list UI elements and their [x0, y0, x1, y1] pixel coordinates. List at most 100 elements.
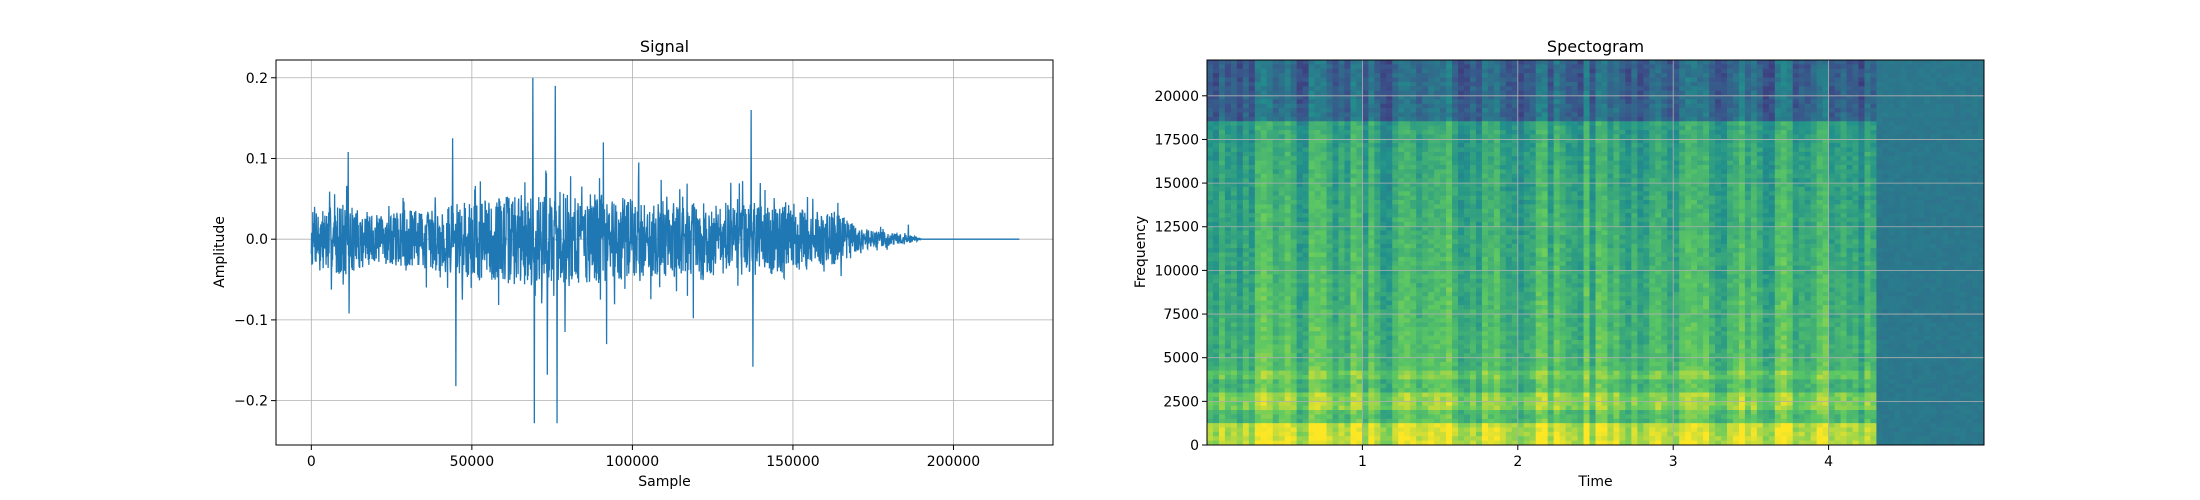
spectrogram-cell — [1284, 64, 1292, 70]
spectrogram-cell — [1284, 147, 1292, 153]
spectrogram-cell — [1266, 121, 1274, 127]
spectrogram-cell — [1523, 278, 1531, 284]
spectrogram-cell — [1428, 130, 1435, 135]
spectrogram-cell — [1452, 160, 1459, 166]
spectrogram-cell — [1236, 256, 1244, 262]
spectrogram-cell — [1290, 68, 1298, 74]
spectrogram-cell — [1254, 440, 1262, 445]
spectrogram-cell — [1207, 252, 1214, 258]
spectrogram-cell — [1236, 313, 1244, 319]
spectrogram-cell — [1499, 370, 1507, 376]
spectrogram-cell — [1212, 221, 1220, 227]
spectrogram-cell — [1248, 326, 1256, 332]
spectrogram-cell — [1416, 169, 1423, 175]
spectrogram-cell — [1272, 195, 1280, 201]
spectrogram-cell — [1386, 134, 1393, 140]
spectrogram-cell — [1487, 261, 1495, 267]
spectrogram-cell — [1368, 392, 1375, 398]
spectrogram-cell — [1230, 331, 1238, 337]
spectrogram-cell — [1446, 182, 1453, 188]
spectrogram-cell — [1296, 60, 1304, 65]
spectrogram-cell — [1224, 182, 1232, 188]
spectrogram-cell — [1368, 353, 1375, 359]
spectrogram-cell — [1410, 283, 1417, 289]
spectrogram-cell — [1230, 90, 1238, 96]
spectrogram-cell — [1248, 208, 1256, 214]
spectrogram-cell — [1302, 256, 1310, 262]
spectrogram-cell — [1410, 296, 1417, 302]
spectrogram-cell — [1236, 178, 1244, 184]
spectrogram-cell — [1469, 440, 1477, 445]
spectrogram-cell — [1260, 335, 1268, 341]
spectrogram-cell — [1481, 270, 1489, 275]
spectrogram-cell — [1212, 418, 1220, 424]
spectrogram-cell — [1535, 375, 1543, 380]
spectrogram-cell — [1458, 147, 1465, 153]
spectrogram-cell — [1266, 147, 1274, 153]
spectrogram-cell — [1356, 252, 1363, 258]
spectrogram-cell — [1284, 156, 1292, 162]
spectrogram-cell — [1434, 305, 1441, 310]
spectrogram-cell — [1362, 291, 1369, 297]
spectrogram-cell — [1535, 410, 1543, 415]
spectrogram-cell — [1266, 322, 1274, 328]
spectrogram-cell — [1511, 191, 1519, 197]
spectrogram-cell — [1224, 186, 1232, 192]
spectrogram-cell — [1535, 217, 1543, 223]
spectrogram-cell — [1356, 318, 1363, 324]
spectrogram-cell — [1278, 186, 1286, 192]
spectrogram-cell — [1523, 195, 1531, 201]
spectrogram-cell — [1487, 309, 1495, 315]
spectrogram-cell — [1332, 226, 1340, 232]
spectrogram-cell — [1344, 103, 1352, 109]
spectrogram-cell — [1517, 147, 1525, 153]
spectrogram-cell — [1469, 283, 1477, 289]
spectrogram-cell — [1422, 64, 1429, 70]
spectrogram-cell — [1464, 204, 1471, 210]
spectrogram-cell — [1404, 60, 1411, 65]
spectrogram-cell — [1207, 173, 1214, 179]
spectrogram-cell — [1428, 278, 1435, 284]
spectrogram-cell — [1212, 326, 1220, 332]
spectrogram-cell — [1404, 121, 1411, 127]
spectrogram-cell — [1422, 77, 1429, 83]
spectrogram-cell — [1410, 95, 1417, 100]
spectrogram-cell — [1434, 90, 1441, 96]
spectrogram-cell — [1290, 200, 1298, 205]
spectrogram-cell — [1344, 204, 1352, 210]
spectrogram-cell — [1290, 208, 1298, 214]
spectrogram-cell — [1505, 366, 1513, 372]
spectrogram-cell — [1272, 143, 1280, 149]
spectrogram-cell — [1511, 200, 1519, 205]
spectrogram-cell — [1487, 274, 1495, 280]
spectrogram-cell — [1266, 64, 1274, 70]
spectrogram-cell — [1529, 296, 1537, 302]
spectrogram-cell — [1374, 213, 1381, 219]
spectrogram-cell — [1212, 322, 1220, 328]
spectrogram-cell — [1535, 235, 1543, 240]
spectrogram-cell — [1344, 116, 1352, 122]
spectrogram-cell — [1224, 165, 1232, 170]
spectrogram-cell — [1374, 112, 1381, 118]
spectrogram-cell — [1469, 151, 1477, 157]
spectrogram-cell — [1356, 169, 1363, 175]
spectrogram-cell — [1464, 366, 1471, 372]
spectrogram-cell — [1338, 64, 1346, 70]
spectrogram-cell — [1350, 138, 1358, 144]
spectrogram-cell — [1499, 348, 1507, 354]
spectrogram-cell — [1332, 165, 1340, 170]
spectrogram-cell — [1487, 160, 1495, 166]
spectrogram-cell — [1218, 121, 1226, 127]
spectrogram-cell — [1481, 388, 1489, 394]
spectrogram-cell — [1458, 151, 1465, 157]
spectrogram-cell — [1416, 77, 1423, 83]
spectrogram-cell — [1254, 239, 1262, 245]
spectrogram-cell — [1344, 165, 1352, 170]
spectrogram-cell — [1464, 392, 1471, 398]
spectrogram-cell — [1278, 410, 1286, 415]
spectrogram-cell — [1224, 239, 1232, 245]
spectrogram-cell — [1458, 217, 1465, 223]
spectrogram-cell — [1332, 305, 1340, 310]
spectrogram-cell — [1374, 296, 1381, 302]
spectrogram-cell — [1284, 274, 1292, 280]
